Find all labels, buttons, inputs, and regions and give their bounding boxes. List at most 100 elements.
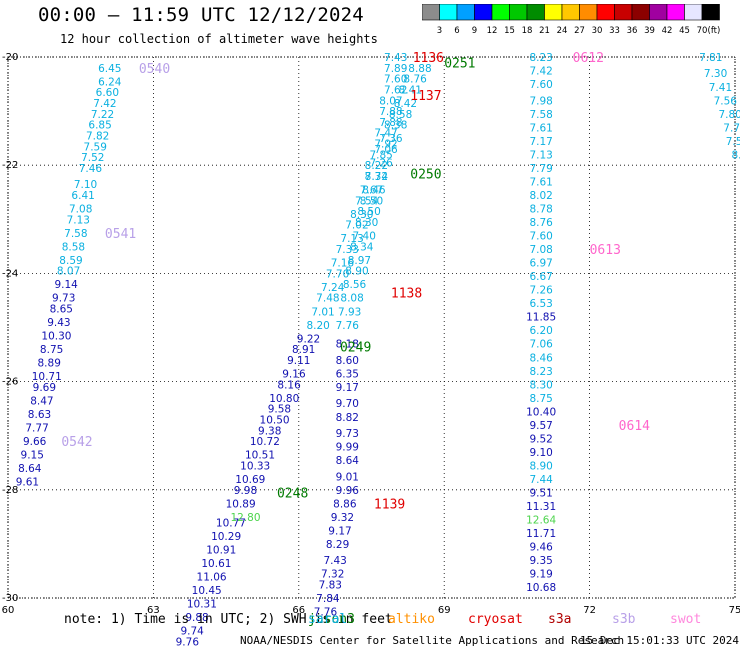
pass-time-label: 1137 xyxy=(410,89,441,104)
wave-height-value: 10.72 xyxy=(250,436,280,448)
wave-height-value: 8.32 xyxy=(365,171,388,183)
wave-height-value: 7.92 xyxy=(374,139,397,151)
wave-height-value: 9.10 xyxy=(529,447,552,459)
wave-height-value: 9.11 xyxy=(287,355,310,367)
wave-height-value: 9.15 xyxy=(21,450,44,462)
wave-height-value: 9.88 xyxy=(185,612,208,624)
wave-height-value: 9.69 xyxy=(33,382,56,394)
pass-time-label: 0248 xyxy=(277,487,308,502)
latitude-tick-label: -30 xyxy=(2,593,18,604)
wave-height-value: 6.53 xyxy=(529,298,552,310)
wave-height-value: 9.58 xyxy=(268,404,291,416)
page-subtitle: 12 hour collection of altimeter wave hei… xyxy=(60,32,378,46)
latitude-tick-label: -24 xyxy=(2,268,18,279)
wave-height-value: 10.40 xyxy=(526,406,556,418)
pass-time-label: 0540 xyxy=(139,62,170,77)
mission-legend-s3b: s3b xyxy=(612,612,636,627)
wave-height-value: 8.18 xyxy=(336,339,359,351)
wave-height-value: 7.08 xyxy=(529,244,552,256)
wave-height-value: 9.32 xyxy=(331,512,354,524)
colorbar-unit-label: (ft) xyxy=(708,26,721,36)
wave-height-value: 8.46 xyxy=(529,352,553,364)
wave-height-value: 11.85 xyxy=(526,312,556,324)
longitude-tick-label: 69 xyxy=(438,605,451,616)
pass-time-label: 1139 xyxy=(374,497,405,512)
wave-height-value: 9.17 xyxy=(336,382,359,394)
wave-height-value: 10.50 xyxy=(260,414,290,426)
wave-height-value: 9.99 xyxy=(336,442,359,454)
wave-height-value: 10.61 xyxy=(201,558,231,570)
wave-height-value: 7.44 xyxy=(529,474,553,486)
wave-height-value: 8.76 xyxy=(529,217,553,229)
wave-height-value: 7.88 xyxy=(379,106,402,118)
wave-height-value: 10.91 xyxy=(206,544,236,556)
color-legend: 3 6 9 12 15 18 21 24 27 30 33 36 39 42 45 70 (ft) xyxy=(422,4,721,36)
pass-time-label: 1138 xyxy=(391,286,422,301)
wave-height-value: 8.41 xyxy=(399,84,422,96)
wave-height-value: 7.10 xyxy=(74,179,97,191)
mission-legend-saral: saral xyxy=(308,612,348,627)
wave-height-value: 7.42 xyxy=(529,66,552,78)
wave-height-value: 10.51 xyxy=(245,450,275,462)
wave-height-value: 8.0 xyxy=(731,149,740,161)
colorbar-tick-label: 36 xyxy=(627,26,638,36)
wave-height-value: 7.06 xyxy=(374,144,398,156)
wave-height-value: 6.60 xyxy=(96,87,119,99)
wave-height-value: 9.52 xyxy=(529,433,552,445)
wave-height-value: 8.46 xyxy=(362,185,386,197)
wave-height-value: 9.46 xyxy=(529,542,553,554)
wave-height-value: 9.14 xyxy=(54,279,78,291)
colorbar-tick-label: 15 xyxy=(504,26,515,36)
wave-height-value: 7.36 xyxy=(379,133,403,145)
wave-height-value: 8.75 xyxy=(40,344,63,356)
latitude-tick-label: -22 xyxy=(2,160,18,171)
wave-height-value: 7.60 xyxy=(384,74,407,86)
wave-height-value: 7.43 xyxy=(323,555,346,567)
wave-height-value: 7.54 xyxy=(355,195,379,207)
wave-height-value: 7.76 xyxy=(336,320,360,332)
wave-height-value: 7.40 xyxy=(353,231,376,243)
wave-height-value: 7.48 xyxy=(316,293,339,305)
wave-height-value: 8.75 xyxy=(529,393,552,405)
wave-height-value: 8.91 xyxy=(292,344,315,356)
wave-height-value: 7.46 xyxy=(79,163,103,175)
wave-height-value: 8.97 xyxy=(348,255,371,267)
wave-height-value: 8.64 xyxy=(336,455,360,467)
colorbar-tick-label: 30 xyxy=(592,26,603,36)
pass-time-label: 0614 xyxy=(619,419,650,434)
wave-height-value: 7.62 xyxy=(384,84,407,96)
wave-height-value: 7.33 xyxy=(336,244,359,256)
pass-time-label: 0613 xyxy=(590,243,621,258)
colorbar-swatch xyxy=(701,4,720,21)
wave-height-value: 7.80 xyxy=(718,109,740,121)
wave-height-value: 9.66 xyxy=(23,436,47,448)
pass-time-label: 0250 xyxy=(410,167,441,182)
wave-height-value: 8.07 xyxy=(379,95,402,107)
wave-height-value: 7.76 xyxy=(314,607,338,619)
wave-height-value: 6.20 xyxy=(529,325,552,337)
wave-height-value: 7.43 xyxy=(384,52,407,64)
wave-height-value: 7.42 xyxy=(93,98,116,110)
wave-height-value: 8.50 xyxy=(360,195,383,207)
pass-time-label: 0541 xyxy=(105,227,136,242)
wave-height-value: 9.73 xyxy=(52,293,75,305)
wave-height-value: 9.22 xyxy=(297,333,320,345)
colorbar-tick-label: 12 xyxy=(487,26,498,36)
longitude-tick-label: 75 xyxy=(729,605,740,616)
wave-height-value: 7.58 xyxy=(64,228,87,240)
page-title: 00:00 – 11:59 UTC 12/12/2024 xyxy=(38,4,364,26)
wave-height-value: 7.08 xyxy=(69,203,92,215)
wave-height-value: 7.32 xyxy=(321,569,344,581)
wave-height-value: 7.56 xyxy=(714,95,738,107)
wave-height-value: 8.82 xyxy=(336,412,359,424)
mission-legend-cryosat: cryosat xyxy=(468,612,523,627)
wave-height-value: 8.22 xyxy=(365,160,388,172)
wave-height-value: 7.70 xyxy=(723,122,740,134)
wave-height-value: 7.84 xyxy=(316,593,340,605)
wave-height-value: 7.81 xyxy=(699,52,722,64)
wave-height-value: 8.30 xyxy=(350,209,373,221)
colorbar-tick-label: 9 xyxy=(472,26,477,36)
mission-legend-altiko: altiko xyxy=(388,612,435,627)
wave-height-value: 7.26 xyxy=(529,285,553,297)
wave-height-value: 7.67 xyxy=(360,185,383,197)
